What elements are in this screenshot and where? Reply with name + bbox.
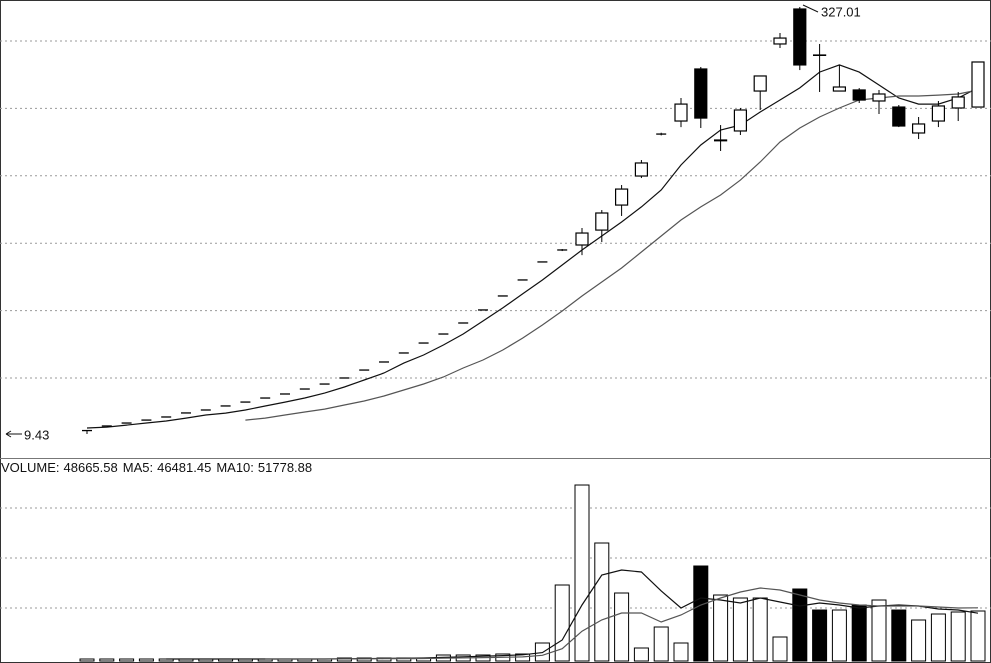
candle-body xyxy=(872,93,886,102)
volume-bar xyxy=(119,658,135,662)
volume-bar xyxy=(930,613,946,662)
legend-volume-value: 48665.58 xyxy=(64,460,118,475)
candle-body xyxy=(634,162,649,177)
volume-bar xyxy=(732,597,748,662)
volume-bar xyxy=(831,609,847,662)
low-label: 9.43 xyxy=(24,427,49,442)
volume-bar xyxy=(911,619,927,662)
volume-bar xyxy=(138,658,154,662)
legend-ma5-value: 46481.45 xyxy=(157,460,211,475)
volume-bar xyxy=(970,610,986,662)
candle-body xyxy=(694,68,708,119)
volume-bar xyxy=(594,542,610,662)
legend-ma10-name: MA10: xyxy=(216,460,254,475)
moving-average-line xyxy=(245,89,979,421)
candle-body xyxy=(614,188,629,206)
volume-bar xyxy=(752,597,768,662)
volume-bar xyxy=(653,626,669,662)
candle-body xyxy=(951,96,965,109)
volume-bar xyxy=(871,599,887,662)
candle-body xyxy=(674,103,688,122)
candle-body xyxy=(713,139,728,142)
volume-bar xyxy=(99,658,115,662)
volume-bar xyxy=(891,609,907,662)
volume-bar xyxy=(792,588,808,662)
volume-bar xyxy=(633,647,649,662)
legend-volume-name: VOLUME: xyxy=(1,460,60,475)
volume-bar xyxy=(554,584,570,662)
candle-body xyxy=(852,89,866,101)
candle-body xyxy=(753,75,767,92)
volume-bar xyxy=(614,592,630,662)
candle-body xyxy=(971,61,985,108)
price-panel xyxy=(0,6,991,435)
high-label: 327.01 xyxy=(821,4,861,19)
volume-bar xyxy=(812,609,828,662)
low-arrow-head xyxy=(5,430,12,438)
candle-body xyxy=(832,86,847,92)
volume-bar xyxy=(851,604,867,662)
volume-bar xyxy=(673,642,689,662)
candle-body xyxy=(892,106,906,127)
candle-body xyxy=(911,123,926,134)
legend-ma5-name: MA5: xyxy=(123,460,153,475)
candle-body xyxy=(931,105,946,122)
candle-body xyxy=(595,212,609,231)
volume-bar xyxy=(713,594,729,662)
candle-body xyxy=(793,8,807,66)
candle-body xyxy=(733,109,748,132)
volume-bar xyxy=(950,611,966,662)
volume-bar xyxy=(693,565,709,662)
moving-average-line xyxy=(86,64,979,429)
volume-average-line xyxy=(265,587,979,660)
volume-legend: VOLUME: 48665.58 MA5: 46481.45 MA10: 51778.88 xyxy=(1,460,312,475)
candle-body xyxy=(773,37,787,45)
legend-ma10-value: 51778.88 xyxy=(258,460,312,475)
candle-body xyxy=(575,232,589,246)
volume-panel xyxy=(0,484,991,662)
volume-bar xyxy=(79,658,95,662)
volume-bar xyxy=(574,484,590,662)
high-arrow xyxy=(802,4,819,13)
volume-bar xyxy=(772,636,788,662)
